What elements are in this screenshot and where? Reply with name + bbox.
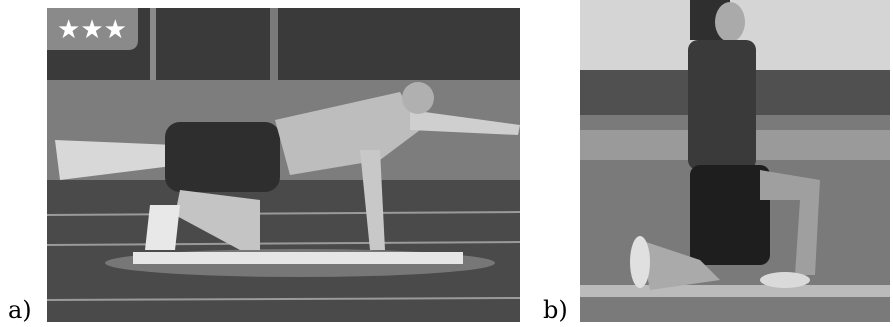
- figure: ★★★ a) b): [0, 0, 893, 327]
- photo-a: ★★★: [47, 8, 520, 322]
- panel-label: a): [8, 296, 32, 324]
- panel-label: b): [543, 296, 568, 324]
- photo-b: [580, 0, 890, 322]
- rating-stars: ★★★: [57, 15, 127, 45]
